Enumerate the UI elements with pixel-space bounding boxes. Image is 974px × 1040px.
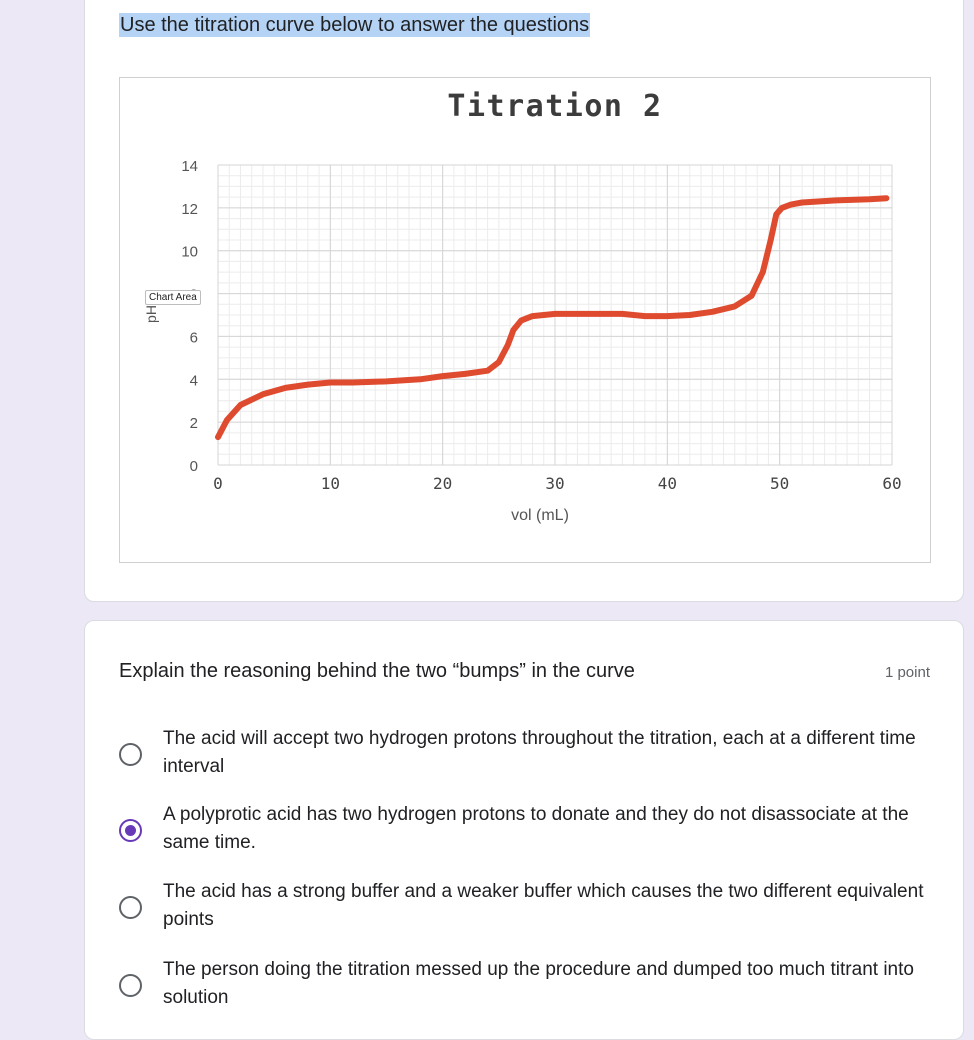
chart-canvas: Titration 2024681012140102030405060vol (…: [143, 89, 902, 524]
y-tick-label: 14: [181, 158, 198, 175]
radio-option-4[interactable]: [119, 974, 142, 997]
x-axis-label: vol (mL): [511, 507, 569, 524]
radio-option-2[interactable]: [119, 819, 142, 842]
titration-chart: Titration 2024681012140102030405060vol (…: [119, 77, 931, 563]
y-tick-label: 12: [181, 201, 198, 218]
titration-curve-line: [215, 195, 890, 441]
chart-title: Titration 2: [447, 89, 662, 124]
chart-card: Use the titration curve below to answer …: [84, 0, 964, 602]
question-card: Explain the reasoning behind the two “bu…: [84, 620, 964, 1040]
x-tick-label: 0: [213, 474, 223, 493]
chart-area-tooltip: Chart Area: [145, 290, 201, 305]
y-tick-label: 0: [190, 458, 198, 475]
y-tick-label: 4: [190, 372, 198, 389]
x-tick-label: 40: [658, 474, 677, 493]
radio-option-3[interactable]: [119, 896, 142, 919]
y-axis-label: pH: [143, 305, 159, 323]
x-tick-label: 30: [545, 474, 564, 493]
radio-option-1[interactable]: [119, 743, 142, 766]
y-tick-label: 10: [181, 244, 198, 261]
x-tick-label: 20: [433, 474, 452, 493]
y-tick-label: 6: [190, 329, 198, 346]
option-4-text: The person doing the titration messed up…: [163, 959, 914, 1008]
x-tick-label: 60: [882, 474, 901, 493]
question-title: Explain the reasoning behind the two “bu…: [119, 660, 635, 682]
intro-text: Use the titration curve below to answer …: [119, 13, 591, 37]
y-tick-label: 2: [190, 415, 198, 432]
x-tick-label: 50: [770, 474, 789, 493]
option-3-text: The acid has a strong buffer and a weake…: [163, 881, 924, 930]
option-1-text: The acid will accept two hydrogen proton…: [163, 728, 916, 777]
x-tick-label: 10: [321, 474, 340, 493]
option-2-text: A polyprotic acid has two hydrogen proto…: [163, 804, 909, 853]
points-label: 1 point: [884, 664, 930, 681]
